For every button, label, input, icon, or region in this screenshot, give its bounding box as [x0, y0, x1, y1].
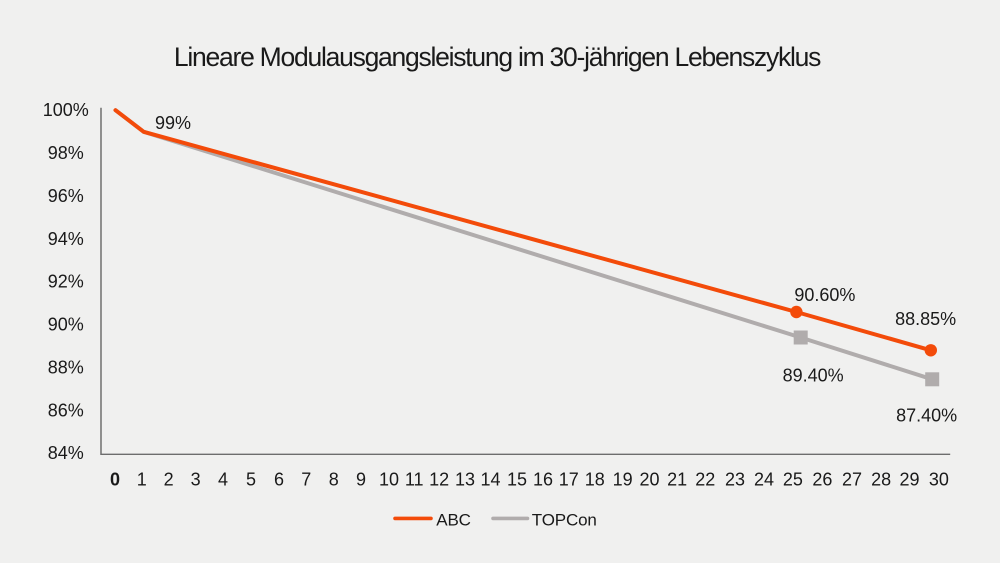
svg-text:12: 12 — [429, 469, 449, 489]
svg-text:19: 19 — [613, 469, 633, 489]
svg-text:4: 4 — [218, 469, 228, 489]
svg-text:16: 16 — [533, 469, 553, 489]
svg-text:18: 18 — [585, 469, 605, 489]
svg-text:8: 8 — [329, 469, 339, 489]
svg-text:27: 27 — [842, 469, 862, 489]
svg-text:13: 13 — [455, 469, 475, 489]
svg-text:9: 9 — [356, 469, 366, 489]
svg-text:14: 14 — [480, 469, 500, 489]
svg-text:99%: 99% — [155, 113, 191, 133]
svg-text:21: 21 — [667, 469, 687, 489]
svg-text:87.40%: 87.40% — [896, 405, 957, 425]
svg-text:96%: 96% — [48, 186, 84, 206]
svg-text:29: 29 — [899, 469, 919, 489]
svg-text:15: 15 — [507, 469, 527, 489]
svg-text:10: 10 — [379, 469, 399, 489]
svg-text:25: 25 — [783, 469, 803, 489]
svg-text:5: 5 — [246, 469, 256, 489]
svg-text:23: 23 — [725, 469, 745, 489]
svg-text:11: 11 — [405, 469, 424, 489]
svg-text:0: 0 — [110, 469, 120, 489]
svg-text:7: 7 — [301, 469, 311, 489]
svg-text:90.60%: 90.60% — [794, 285, 855, 305]
svg-text:28: 28 — [871, 469, 891, 489]
svg-text:2: 2 — [164, 469, 174, 489]
svg-text:98%: 98% — [48, 143, 84, 163]
svg-text:88.85%: 88.85% — [895, 309, 956, 329]
svg-text:94%: 94% — [48, 229, 84, 249]
svg-text:24: 24 — [754, 469, 774, 489]
svg-text:86%: 86% — [48, 400, 84, 420]
svg-text:20: 20 — [639, 469, 659, 489]
svg-text:92%: 92% — [48, 272, 84, 292]
svg-text:89.40%: 89.40% — [783, 366, 844, 386]
svg-text:22: 22 — [695, 469, 715, 489]
svg-text:100%: 100% — [43, 100, 89, 120]
svg-text:30: 30 — [929, 469, 949, 489]
svg-text:84%: 84% — [48, 443, 84, 463]
svg-text:TOPCon: TOPCon — [532, 510, 597, 529]
svg-text:6: 6 — [274, 469, 284, 489]
svg-text:ABC: ABC — [436, 510, 471, 529]
svg-text:3: 3 — [191, 469, 201, 489]
svg-text:17: 17 — [559, 469, 579, 489]
svg-text:26: 26 — [812, 469, 832, 489]
svg-text:1: 1 — [137, 469, 147, 489]
svg-text:88%: 88% — [48, 358, 84, 378]
svg-text:90%: 90% — [48, 315, 84, 335]
svg-text:Lineare Modulausgangsleistung: Lineare Modulausgangsleistung im 30-jähr… — [174, 42, 821, 72]
